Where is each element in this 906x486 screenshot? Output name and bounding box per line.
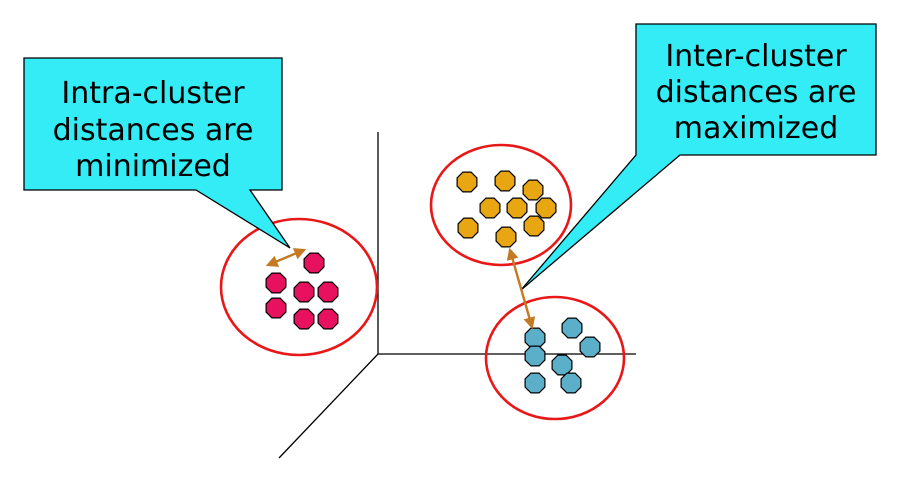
orange-point — [479, 197, 501, 219]
orange-point — [523, 215, 545, 237]
blue-cluster-points — [524, 317, 601, 394]
orange-point — [495, 226, 517, 248]
cluster-outlines — [219, 143, 626, 421]
blue-point — [551, 354, 573, 376]
blue-point — [524, 327, 546, 349]
blue-point — [560, 372, 582, 394]
orange-point — [456, 171, 478, 193]
blue-point — [561, 317, 583, 339]
orange-point — [506, 197, 528, 219]
pink-point — [293, 281, 315, 303]
blue-point — [579, 336, 601, 358]
pink-point — [293, 308, 315, 330]
orange-cluster-outline — [429, 143, 573, 267]
pink-point — [303, 252, 325, 274]
inter-cluster-callout: Inter-cluster distances are maximized — [520, 23, 877, 291]
inter-distance-arrow — [506, 247, 536, 330]
intra-callout-line-2: distances are — [53, 113, 254, 148]
pink-cluster-outline — [219, 217, 379, 357]
inter-callout-line-1: Inter-cluster — [665, 39, 847, 74]
orange-cluster-points — [456, 170, 557, 248]
blue-cluster-outline — [484, 295, 626, 421]
depth-axis — [278, 353, 379, 459]
intra-callout-box — [23, 57, 291, 249]
pink-point — [317, 308, 339, 330]
pink-point — [317, 281, 339, 303]
orange-point — [535, 197, 557, 219]
pink-point — [265, 297, 287, 319]
intra-callout-line-3: minimized — [75, 149, 231, 184]
blue-point — [524, 345, 546, 367]
intra-cluster-callout: Intra-cluster distances are minimized — [23, 57, 291, 249]
inter-callout-line-3: maximized — [674, 111, 839, 146]
pink-point — [265, 272, 287, 294]
inter-callout-line-2: distances are — [656, 75, 857, 110]
inter-callout-box — [520, 23, 877, 291]
intra-callout-line-1: Intra-cluster — [61, 76, 245, 111]
orange-point — [457, 217, 479, 239]
blue-point — [524, 372, 546, 394]
intra-distance-arrow — [265, 248, 307, 267]
pink-cluster-points — [265, 252, 339, 330]
orange-point — [494, 170, 516, 192]
orange-point — [522, 179, 544, 201]
